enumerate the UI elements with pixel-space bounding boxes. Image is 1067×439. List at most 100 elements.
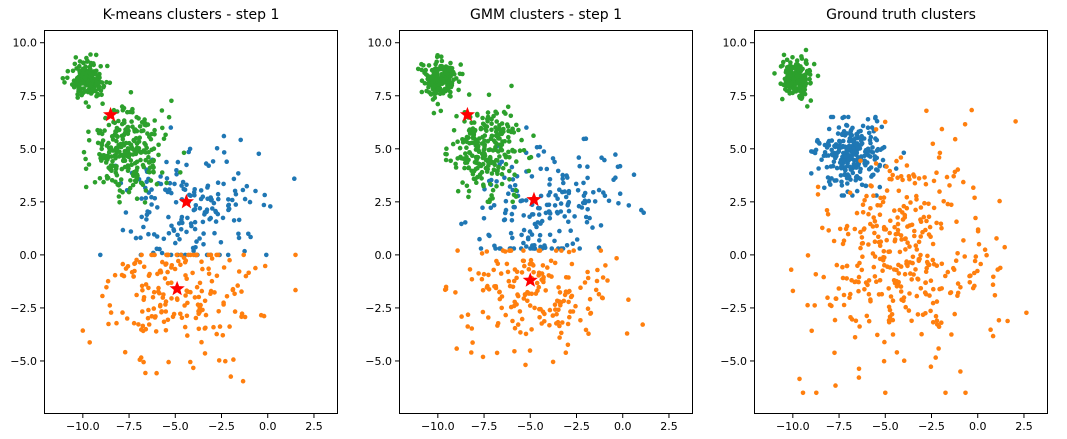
data-point (434, 77, 439, 82)
data-point (148, 178, 154, 183)
data-point (231, 357, 236, 362)
data-point (165, 281, 171, 286)
y-tick-label: 5.0 (730, 143, 748, 156)
data-point (204, 209, 209, 215)
x-tick-label: −2.5 (563, 420, 590, 433)
data-point (106, 122, 112, 128)
data-point (93, 76, 99, 82)
data-point (128, 178, 133, 183)
data-point (870, 224, 876, 229)
data-point (925, 253, 930, 259)
data-point (510, 126, 515, 132)
data-point (486, 272, 491, 278)
data-point (146, 231, 151, 237)
data-point (825, 212, 831, 217)
data-point (182, 324, 188, 330)
data-point (920, 312, 926, 318)
data-point (489, 121, 494, 126)
data-point (474, 180, 479, 185)
data-point (860, 240, 866, 246)
data-point (524, 244, 529, 249)
data-point (866, 130, 872, 136)
data-point (175, 159, 181, 165)
data-point (600, 275, 606, 280)
data-point (830, 114, 836, 120)
data-point (598, 223, 604, 228)
data-point (958, 285, 963, 290)
data-point (943, 273, 948, 279)
data-point (171, 228, 177, 233)
data-point (83, 156, 88, 162)
data-point (563, 289, 569, 295)
centroid-star (459, 106, 476, 122)
x-tick-label: 2.5 (1015, 420, 1033, 433)
data-point (525, 236, 531, 242)
data-point (140, 162, 146, 168)
data-point (480, 354, 486, 360)
data-point (869, 125, 875, 130)
data-point (155, 205, 160, 210)
data-point (883, 390, 888, 396)
data-point (896, 188, 902, 194)
data-point (537, 306, 542, 312)
data-point (244, 183, 250, 189)
data-point (198, 196, 204, 202)
data-point (922, 200, 927, 206)
data-point (892, 224, 897, 230)
data-point (522, 292, 528, 298)
data-point (909, 318, 914, 324)
data-point (780, 63, 785, 68)
data-point (479, 176, 484, 181)
data-point (448, 158, 454, 164)
data-point (926, 232, 932, 237)
data-point (902, 236, 908, 242)
data-point (933, 313, 939, 319)
data-point (872, 219, 878, 224)
data-point (934, 263, 940, 269)
data-point (215, 180, 221, 185)
data-point (880, 157, 886, 163)
data-point (805, 302, 810, 308)
data-point (902, 212, 908, 218)
data-point (474, 157, 479, 162)
data-point (809, 328, 814, 334)
data-point (813, 147, 819, 153)
y-tick-label: 2.5 (20, 196, 38, 209)
data-point (860, 202, 866, 207)
data-point (459, 314, 464, 319)
data-point (555, 211, 560, 216)
data-point (533, 291, 539, 296)
data-point (134, 257, 139, 263)
data-point (951, 267, 957, 273)
scatter-points (415, 53, 646, 368)
data-point (174, 296, 180, 301)
data-point (927, 224, 933, 230)
data-point (871, 193, 876, 198)
data-point (578, 285, 583, 291)
data-point (185, 333, 190, 338)
data-point (895, 175, 900, 180)
data-point (169, 296, 174, 301)
data-point (858, 158, 863, 164)
data-point (129, 144, 134, 150)
data-point (494, 111, 500, 116)
data-point (513, 194, 519, 199)
data-point (926, 201, 931, 207)
data-point (521, 248, 526, 253)
data-point (871, 264, 877, 270)
data-point (807, 76, 812, 82)
data-point (839, 164, 844, 169)
data-point (181, 186, 186, 192)
data-point (566, 199, 572, 205)
data-point (203, 161, 209, 166)
data-point (939, 225, 944, 231)
data-point (99, 92, 104, 98)
data-point (921, 214, 927, 220)
data-point (126, 189, 132, 195)
data-point (961, 238, 966, 243)
data-point (815, 137, 820, 143)
data-point (972, 195, 977, 201)
data-point (797, 376, 802, 382)
data-point (968, 273, 973, 279)
data-point (853, 318, 859, 324)
